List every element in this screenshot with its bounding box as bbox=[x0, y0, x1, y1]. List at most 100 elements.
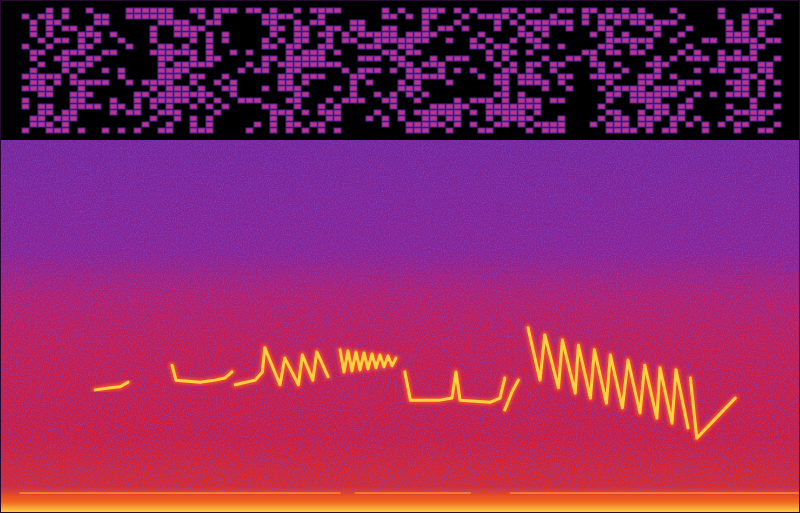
texture-block bbox=[326, 116, 333, 121]
texture-block bbox=[606, 92, 613, 97]
texture-block bbox=[478, 32, 485, 37]
texture-block bbox=[606, 50, 613, 55]
texture-block bbox=[94, 104, 101, 109]
texture-block bbox=[30, 80, 37, 85]
texture-block bbox=[430, 122, 437, 127]
texture-block bbox=[630, 98, 637, 103]
texture-block bbox=[278, 110, 285, 115]
texture-block bbox=[742, 32, 749, 37]
texture-block bbox=[326, 44, 333, 49]
texture-block bbox=[438, 62, 445, 67]
texture-block bbox=[646, 44, 653, 49]
texture-block bbox=[558, 128, 565, 133]
texture-block bbox=[206, 32, 213, 37]
texture-block bbox=[438, 74, 445, 79]
texture-block bbox=[406, 122, 413, 127]
texture-block bbox=[494, 20, 501, 25]
texture-block bbox=[390, 14, 397, 19]
texture-block bbox=[622, 8, 629, 13]
texture-block bbox=[622, 38, 629, 43]
texture-block bbox=[62, 26, 69, 31]
texture-block bbox=[486, 116, 493, 121]
texture-block bbox=[278, 80, 285, 85]
texture-block bbox=[454, 98, 461, 103]
texture-block bbox=[118, 74, 125, 79]
texture-block bbox=[262, 62, 269, 67]
texture-block bbox=[526, 62, 533, 67]
texture-block bbox=[510, 110, 517, 115]
texture-block bbox=[502, 14, 509, 19]
texture-block bbox=[110, 104, 117, 109]
texture-block bbox=[222, 32, 229, 37]
texture-block bbox=[686, 26, 693, 31]
texture-block bbox=[110, 32, 117, 37]
texture-block bbox=[566, 8, 573, 13]
texture-block bbox=[134, 104, 141, 109]
texture-block bbox=[478, 14, 485, 19]
texture-block bbox=[158, 80, 165, 85]
texture-block bbox=[262, 86, 269, 91]
texture-block bbox=[614, 20, 621, 25]
texture-block bbox=[190, 26, 197, 31]
texture-block bbox=[406, 128, 413, 133]
texture-block bbox=[494, 92, 501, 97]
texture-block bbox=[526, 116, 533, 121]
texture-block bbox=[646, 74, 653, 79]
texture-block bbox=[622, 32, 629, 37]
texture-block bbox=[190, 32, 197, 37]
texture-block bbox=[382, 122, 389, 127]
texture-block bbox=[558, 116, 565, 121]
texture-block bbox=[742, 56, 749, 61]
traces bbox=[20, 328, 800, 493]
trace-glow bbox=[235, 348, 328, 385]
texture-block bbox=[150, 80, 157, 85]
texture-block bbox=[654, 116, 661, 121]
texture-block bbox=[606, 44, 613, 49]
texture-block bbox=[558, 8, 565, 13]
texture-block bbox=[766, 8, 773, 13]
texture-block bbox=[166, 92, 173, 97]
texture-block bbox=[382, 50, 389, 55]
texture-block bbox=[550, 122, 557, 127]
texture-block bbox=[262, 38, 269, 43]
texture-block bbox=[78, 80, 85, 85]
texture-block bbox=[126, 110, 133, 115]
texture-block bbox=[214, 80, 221, 85]
texture-block bbox=[518, 80, 525, 85]
texture-block bbox=[646, 80, 653, 85]
texture-block bbox=[774, 104, 781, 109]
texture-block bbox=[502, 50, 509, 55]
texture-block bbox=[582, 14, 589, 19]
texture-block bbox=[734, 128, 741, 133]
texture-block bbox=[654, 26, 661, 31]
texture-block bbox=[494, 44, 501, 49]
texture-block bbox=[270, 14, 277, 19]
texture-block bbox=[174, 74, 181, 79]
texture-block bbox=[622, 116, 629, 121]
texture-block bbox=[22, 98, 29, 103]
texture-block bbox=[254, 98, 261, 103]
texture-block bbox=[646, 128, 653, 133]
texture-block bbox=[30, 86, 37, 91]
texture-block bbox=[38, 50, 45, 55]
texture-block bbox=[614, 92, 621, 97]
texture-block bbox=[558, 20, 565, 25]
texture-block bbox=[278, 62, 285, 67]
texture-block bbox=[462, 104, 469, 109]
texture-block bbox=[606, 8, 613, 13]
texture-block bbox=[742, 80, 749, 85]
texture-block bbox=[270, 104, 277, 109]
texture-block bbox=[470, 110, 477, 115]
texture-block bbox=[462, 14, 469, 19]
texture-block bbox=[30, 32, 37, 37]
texture-block bbox=[214, 56, 221, 61]
texture-block bbox=[198, 74, 205, 79]
texture-block bbox=[630, 128, 637, 133]
texture-block bbox=[534, 110, 541, 115]
texture-block bbox=[510, 8, 517, 13]
texture-block bbox=[606, 98, 613, 103]
texture-block bbox=[742, 74, 749, 79]
texture-block bbox=[470, 44, 477, 49]
texture-block bbox=[366, 116, 373, 121]
texture-block bbox=[182, 26, 189, 31]
